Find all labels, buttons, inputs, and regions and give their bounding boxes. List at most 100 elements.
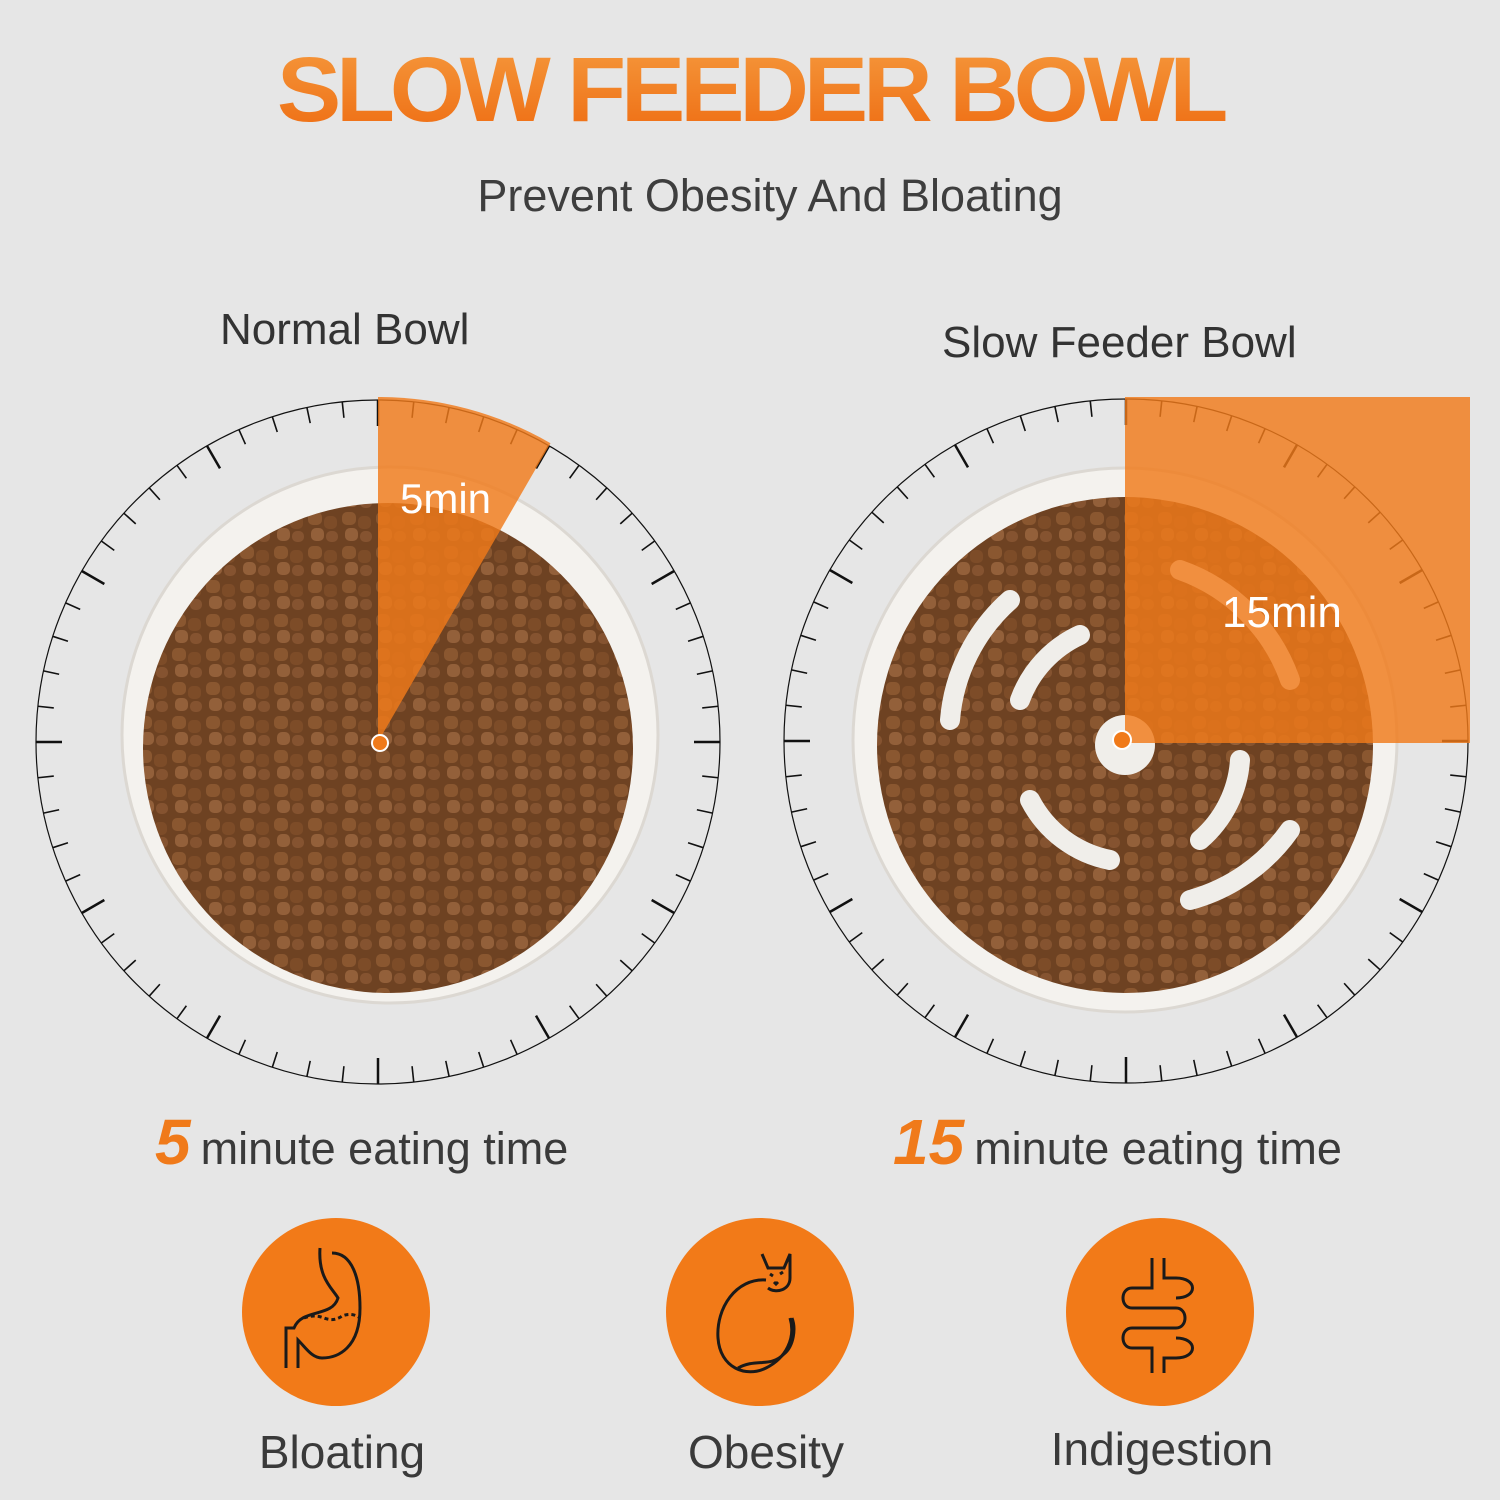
- dial-tick: [306, 1060, 312, 1077]
- dial-tick: [813, 872, 829, 881]
- dial-tick: [829, 897, 853, 914]
- dial-tick: [1257, 1038, 1266, 1054]
- dial-tick: [52, 841, 69, 849]
- dial-tick: [1316, 1004, 1328, 1019]
- dial-center-right: [1112, 730, 1132, 750]
- dial-tick: [81, 898, 105, 915]
- dial-tick: [702, 775, 719, 779]
- normal-bowl: [120, 465, 660, 1005]
- dial-tick: [1019, 1050, 1027, 1067]
- dial-tick: [1019, 415, 1027, 432]
- dial-tick: [37, 705, 54, 709]
- dial-tick: [1367, 958, 1381, 971]
- dial-tick: [65, 602, 81, 611]
- dial-tick: [568, 1005, 580, 1020]
- dial-tick: [1444, 807, 1461, 813]
- dial-tick: [813, 601, 829, 610]
- dial-tick: [238, 429, 247, 445]
- dial-tick: [52, 635, 69, 643]
- dial-tick: [123, 512, 137, 525]
- dial-tick: [271, 1051, 279, 1068]
- dial-tick: [1435, 840, 1452, 848]
- dial-tick: [100, 540, 115, 552]
- dial-tick: [696, 808, 713, 814]
- dial-tick: [43, 670, 60, 676]
- dial-tick: [829, 568, 853, 585]
- eating-number: 15: [893, 1106, 965, 1178]
- dial-label-15min: 15min: [1222, 588, 1342, 637]
- dial-tick: [800, 840, 817, 848]
- dial-tick: [100, 932, 115, 944]
- dial-tick: [477, 1051, 485, 1068]
- dial-tick: [953, 444, 970, 468]
- dial-tick: [65, 873, 81, 882]
- dial-tick: [848, 539, 863, 551]
- dial-tick: [123, 959, 137, 972]
- dial-tick: [595, 487, 608, 501]
- dial-tick: [924, 1004, 936, 1019]
- cat-icon: [666, 1218, 854, 1406]
- dial-tick: [785, 774, 802, 778]
- dial-tick: [702, 705, 719, 709]
- dial-tick: [148, 487, 161, 501]
- dial-tick: [411, 1066, 415, 1083]
- dial-tick: [924, 463, 936, 478]
- normal-eating-time: 5 minute eating time: [155, 1105, 568, 1179]
- dial-tick: [306, 407, 312, 424]
- dial-tick: [1159, 1065, 1163, 1082]
- dial-tick: [176, 464, 188, 479]
- dial-tick: [271, 416, 279, 433]
- slow-feeder-bowl-label: Slow Feeder Bowl: [942, 318, 1297, 367]
- dial-tick: [1343, 982, 1356, 996]
- slow-eating-time: 15 minute eating time: [893, 1105, 1342, 1179]
- dial-tick: [641, 540, 656, 552]
- condition-label-bloating: Bloating: [258, 1426, 426, 1478]
- dial-tick: [791, 669, 808, 675]
- dial-tick: [641, 932, 656, 944]
- dial-tick: [687, 635, 704, 643]
- dial-center-left: [371, 734, 389, 752]
- dial-tick: [205, 1015, 222, 1039]
- dial-tick: [675, 602, 691, 611]
- intestine-icon: [1066, 1218, 1254, 1406]
- dial-tick: [675, 873, 691, 882]
- normal-bowl-label: Normal Bowl: [220, 305, 470, 354]
- dial-tick: [205, 445, 222, 469]
- dial-tick: [986, 1038, 995, 1054]
- dial-tick: [1089, 400, 1093, 417]
- eating-number: 5: [155, 1106, 191, 1178]
- dial-tick: [953, 1014, 970, 1038]
- dial-tick: [651, 898, 675, 915]
- dial-tick: [341, 1066, 345, 1083]
- time-wedge-5min: [378, 397, 551, 742]
- dial-tick: [651, 569, 675, 586]
- dial-tick: [238, 1039, 247, 1055]
- dial-tick: [176, 1005, 188, 1020]
- dial-tick: [619, 959, 633, 972]
- dial-tick: [37, 775, 54, 779]
- dial-tick: [1225, 1050, 1233, 1067]
- dial-tick: [1450, 774, 1467, 778]
- dial-tick: [534, 1015, 551, 1039]
- dial-tick: [568, 464, 580, 479]
- dial-tick: [509, 1039, 518, 1055]
- dial-tick: [696, 670, 713, 676]
- dial-tick: [81, 569, 105, 586]
- dial-tick: [43, 808, 60, 814]
- dial-tick: [619, 512, 633, 525]
- eating-text: minute eating time: [200, 1123, 569, 1174]
- dial-tick: [1282, 1014, 1299, 1038]
- dial-tick: [986, 428, 995, 444]
- dial-tick: [1054, 1059, 1060, 1076]
- dial-tick: [871, 511, 885, 524]
- dial-tick: [1389, 931, 1404, 943]
- dial-tick: [687, 841, 704, 849]
- dial-tick: [1399, 897, 1423, 914]
- dial-tick: [1054, 406, 1060, 423]
- dial-tick: [1192, 1059, 1198, 1076]
- stomach-icon: [242, 1218, 430, 1406]
- dial-tick: [871, 958, 885, 971]
- dial-tick: [896, 486, 909, 500]
- dial-tick: [896, 982, 909, 996]
